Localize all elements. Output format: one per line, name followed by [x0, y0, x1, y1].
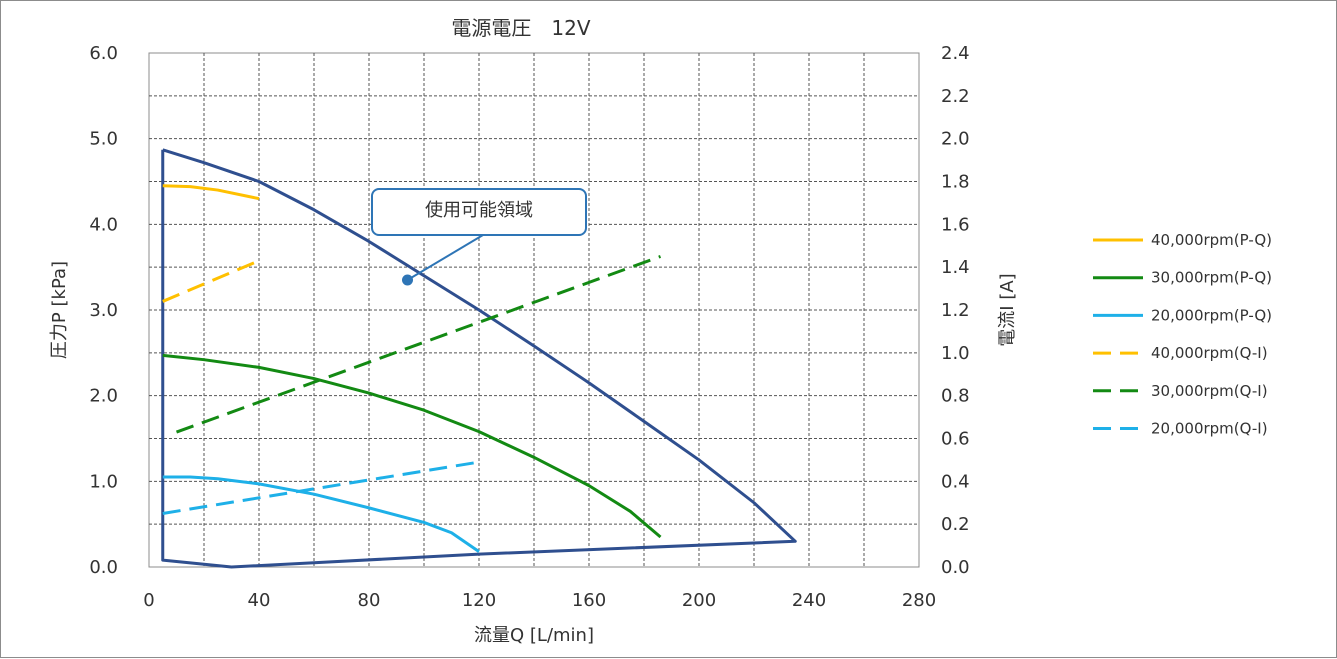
legend-label: 20,000rpm(Q-I): [1151, 420, 1268, 438]
y-tick-label: 0.0: [89, 557, 118, 578]
series-line: [162, 353, 662, 539]
y-tick-label: 5.0: [89, 129, 118, 150]
x-axis-ticks: 0 40 80 120 160 200 240 280: [143, 590, 936, 611]
callout-leader: [406, 234, 484, 281]
y-tick-label: 1.0: [89, 471, 118, 492]
x-tick-label: 160: [572, 590, 606, 611]
x-tick-label: 280: [902, 590, 936, 611]
y2-tick-label: 0.0: [941, 557, 970, 578]
y2-tick-label: 0.8: [941, 386, 970, 407]
x-tick-label: 40: [248, 590, 271, 611]
y2-tick-label: 1.8: [941, 172, 970, 193]
callout-layer: 使用可能領域: [371, 188, 587, 286]
y2-tick-label: 1.2: [941, 300, 970, 321]
callout-dot: [402, 274, 413, 286]
y-tick-label: 3.0: [89, 300, 118, 321]
y-tick-label: 4.0: [89, 214, 118, 235]
y2-tick-label: 2.2: [941, 86, 970, 107]
y2-axis-title: 電流I [A]: [997, 273, 1018, 346]
x-axis-title: 流量Q [L/min]: [474, 625, 594, 646]
x-tick-label: 200: [682, 590, 716, 611]
x-tick-label: 120: [462, 590, 496, 611]
legend-label: 30,000rpm(Q-I): [1151, 382, 1268, 400]
legend-label: 40,000rpm(P-Q): [1151, 231, 1272, 249]
series-line: [175, 255, 662, 434]
chart-title: 電源電圧 12V: [451, 16, 590, 40]
left-axis-ticks: 0.0 1.0 2.0 3.0 4.0 5.0 6.0: [89, 43, 118, 578]
callout-box: [371, 188, 587, 236]
legend-label: 40,000rpm(Q-I): [1151, 344, 1268, 362]
y2-tick-label: 1.4: [941, 257, 970, 278]
y-tick-label: 6.0: [89, 43, 118, 64]
y2-tick-label: 0.2: [941, 514, 970, 535]
y2-tick-label: 1.6: [941, 214, 970, 235]
series-layer: [162, 184, 662, 553]
series-line: [162, 475, 480, 553]
callout-text: 使用可能領域: [425, 200, 533, 221]
grid: [149, 53, 919, 567]
y2-tick-label: 0.6: [941, 429, 970, 450]
legend-label: 20,000rpm(P-Q): [1151, 306, 1272, 324]
usable-region-layer: [161, 148, 797, 569]
y-axis-title: 圧力P [kPa]: [49, 261, 70, 359]
x-tick-label: 240: [792, 590, 826, 611]
usable-region-outline: [161, 148, 797, 569]
series-line: [162, 184, 260, 201]
y-tick-label: 2.0: [89, 386, 118, 407]
legend: 40,000rpm(P-Q) 30,000rpm(P-Q) 20,000rpm(P-…: [1093, 231, 1272, 438]
y2-tick-label: 1.0: [941, 343, 970, 364]
y2-tick-label: 2.4: [941, 43, 970, 64]
right-axis-ticks: 0.0 0.2 0.4 0.6 0.8 1.0 1.2 1.4 1.6 1.8 2.0 2.2 2.4: [941, 43, 970, 578]
y2-tick-label: 0.4: [941, 471, 970, 492]
y2-tick-label: 2.0: [941, 129, 970, 150]
series-line: [162, 259, 260, 303]
x-tick-label: 80: [358, 590, 381, 611]
legend-label: 30,000rpm(P-Q): [1151, 269, 1272, 287]
x-tick-label: 0: [143, 590, 154, 611]
